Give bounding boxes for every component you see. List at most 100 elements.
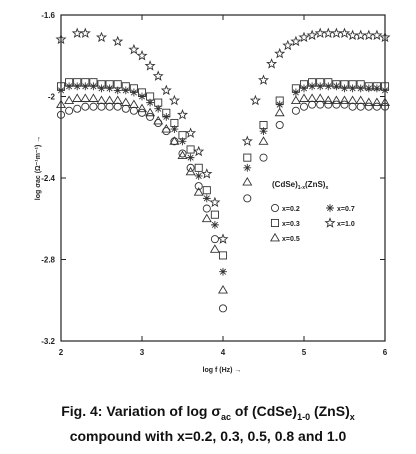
point-circle	[137, 108, 147, 117]
point-triangle	[80, 93, 91, 102]
point-star	[371, 29, 383, 41]
series-x-1-0	[55, 27, 391, 244]
point-square	[210, 210, 219, 219]
point-circle	[348, 102, 357, 111]
legend-entry: x=0.3	[270, 218, 300, 228]
point-star	[306, 29, 318, 41]
point-star	[193, 145, 205, 157]
plot-frame	[60, 14, 386, 342]
point-cross	[292, 88, 300, 97]
point-triangle	[290, 95, 301, 104]
legend-entry: x=0.7	[326, 204, 355, 213]
x-tick-label: 3	[140, 348, 145, 357]
point-star	[201, 168, 213, 179]
point-cross	[121, 86, 130, 95]
point-star	[95, 31, 108, 43]
point-cross	[202, 194, 211, 203]
point-circle	[291, 106, 300, 115]
point-cross	[364, 84, 373, 93]
point-triangle	[193, 187, 204, 196]
point-circle	[316, 100, 325, 109]
point-star	[324, 217, 336, 228]
point-cross	[186, 153, 195, 162]
point-triangle	[269, 232, 281, 242]
point-circle	[202, 204, 211, 213]
legend-entry: x=0.5	[269, 232, 300, 243]
point-cross	[194, 172, 203, 180]
x-tick-label: 2	[59, 348, 64, 357]
point-triangle	[169, 136, 180, 145]
point-star	[160, 84, 172, 96]
point-cross	[348, 84, 357, 93]
point-triangle	[339, 95, 350, 104]
point-triangle	[112, 95, 123, 104]
point-triangle	[209, 244, 220, 253]
point-square	[194, 163, 203, 172]
data-points	[55, 27, 391, 313]
point-star	[128, 43, 140, 55]
point-triangle	[217, 284, 229, 294]
point-triangle	[185, 166, 196, 176]
caption-sub-ac: ac	[220, 411, 231, 422]
point-circle	[186, 163, 195, 172]
point-star	[168, 94, 180, 106]
point-triangle	[323, 95, 334, 104]
point-star	[249, 94, 261, 106]
point-star	[79, 27, 91, 39]
point-star	[266, 58, 278, 69]
point-star	[217, 233, 229, 244]
y-tick-label: -2	[48, 93, 56, 102]
caption-line1-mid2: (ZnS)	[310, 403, 350, 419]
caption-sub-x: x	[349, 411, 355, 422]
point-triangle	[201, 213, 212, 223]
x-tick-label: 4	[221, 348, 226, 357]
point-cross	[162, 112, 171, 121]
point-circle	[299, 102, 309, 111]
y-tick-label: -1.6	[41, 11, 55, 20]
point-cross	[138, 92, 146, 101]
legend-entry: x=1.0	[324, 217, 355, 228]
y-tick-label: -2.8	[41, 256, 55, 265]
point-triangle	[274, 107, 285, 117]
point-cross	[300, 84, 308, 93]
point-square	[270, 218, 280, 228]
point-star	[152, 70, 164, 81]
point-star	[282, 39, 294, 51]
point-circle	[97, 102, 106, 111]
point-triangle	[379, 97, 391, 107]
point-triangle	[347, 95, 358, 104]
point-triangle	[161, 123, 172, 133]
series-x-0-7	[57, 82, 389, 276]
point-cross	[316, 82, 325, 91]
x-tick-label: 6	[383, 348, 388, 357]
point-star	[274, 47, 286, 59]
point-cross	[381, 86, 389, 95]
point-triangle	[88, 93, 99, 102]
point-triangle	[55, 99, 67, 109]
point-circle	[73, 104, 82, 113]
point-circle	[324, 100, 333, 109]
point-star	[55, 33, 67, 45]
point-circle	[340, 100, 349, 109]
point-circle	[129, 106, 138, 115]
point-cross	[326, 204, 334, 212]
point-cross	[97, 84, 106, 93]
point-circle	[105, 102, 114, 111]
point-triangle	[258, 136, 269, 145]
point-circle	[332, 100, 341, 109]
point-star	[379, 31, 391, 43]
point-cross	[356, 84, 365, 93]
point-triangle	[96, 95, 107, 104]
point-triangle	[136, 103, 148, 113]
point-triangle	[331, 95, 342, 104]
point-cross	[81, 82, 90, 91]
axis-ticks: 2 3 4 5 6 -1.6 -2 -2.4 -2.8 -3.2	[41, 11, 388, 357]
point-triangle	[128, 99, 139, 109]
point-cross	[211, 220, 219, 229]
point-star	[298, 31, 310, 43]
point-square	[202, 186, 211, 195]
point-star	[185, 127, 197, 138]
y-axis-label: log σac (Ω⁻¹m⁻¹) →	[35, 136, 42, 200]
point-circle	[89, 102, 98, 111]
legend-title: (CdSe)1-x(ZnS)x	[272, 180, 328, 191]
